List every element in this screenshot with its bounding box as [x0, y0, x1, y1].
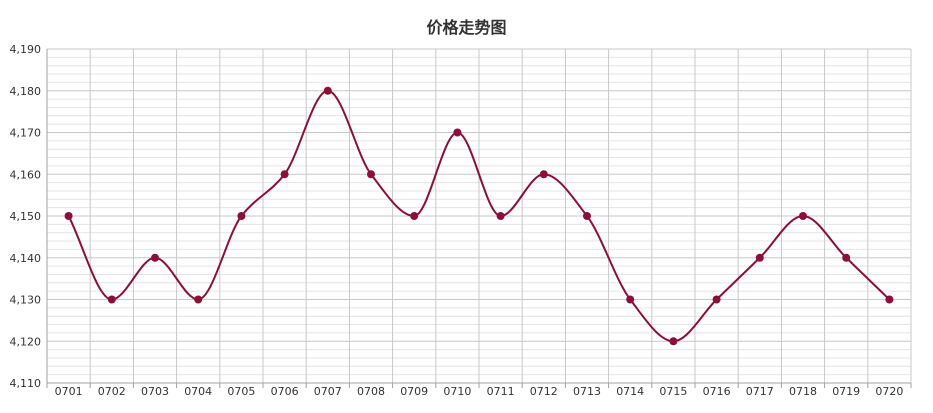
- axes: [46, 49, 912, 388]
- grid-lines: [46, 48, 912, 384]
- data-point: [496, 212, 505, 220]
- data-point: [885, 295, 894, 304]
- series: [64, 86, 894, 346]
- data-point: [323, 86, 332, 95]
- data-point: [669, 337, 678, 346]
- data-point: [107, 295, 116, 304]
- data-point: [194, 295, 203, 304]
- x-tick-label: 0715: [659, 385, 687, 398]
- data-point: [755, 253, 764, 262]
- data-point: [64, 212, 73, 220]
- x-tick-label: 0719: [832, 385, 860, 398]
- x-tick-label: 0713: [573, 385, 601, 398]
- x-tick-label: 0717: [746, 385, 774, 398]
- x-tick-label: 0712: [530, 385, 558, 398]
- x-tick-label: 0707: [314, 385, 342, 398]
- x-tick-label: 0718: [789, 385, 817, 398]
- y-tick-label: 4,110: [10, 377, 42, 390]
- y-tick-label: 4,150: [10, 210, 42, 223]
- chart-title: 价格走势图: [426, 18, 507, 37]
- data-point: [237, 212, 246, 220]
- x-tick-label: 0704: [184, 385, 212, 398]
- y-tick-label: 4,140: [10, 252, 42, 265]
- x-tick-label: 0710: [443, 385, 471, 398]
- x-tick-label: 0702: [98, 385, 126, 398]
- y-tick-label: 4,170: [10, 127, 42, 140]
- x-tick-label: 0706: [271, 385, 299, 398]
- y-tick-label: 4,130: [10, 294, 42, 307]
- x-tick-label: 0708: [357, 385, 385, 398]
- data-point: [151, 253, 159, 262]
- data-point: [539, 170, 548, 179]
- x-tick-label: 0709: [400, 385, 428, 398]
- data-point: [280, 170, 289, 179]
- x-tick-label: 0714: [616, 385, 644, 398]
- data-point: [367, 170, 375, 179]
- x-tick-label: 0705: [227, 385, 255, 398]
- x-tick-label: 0711: [487, 385, 515, 398]
- data-point: [712, 295, 721, 304]
- data-point: [583, 212, 591, 220]
- x-tick-label: 0716: [703, 385, 731, 398]
- data-point: [453, 128, 462, 137]
- x-tick-label: 0701: [55, 385, 83, 398]
- y-tick-label: 4,190: [10, 43, 42, 56]
- x-tick-labels: 0701 0702 0703 0704 0705 0706 0707 0708 0709 0710…: [55, 385, 904, 398]
- x-tick-label: 0720: [875, 385, 903, 398]
- data-point: [626, 295, 635, 304]
- x-tick-label: 0703: [141, 385, 169, 398]
- y-tick-label: 4,160: [10, 168, 42, 181]
- y-tick-label: 4,180: [10, 85, 42, 98]
- data-point: [799, 212, 807, 220]
- y-tick-labels: 4,110 4,120 4,130 4,140 4,150 4,160 4,170 4,180…: [10, 43, 42, 390]
- data-point: [842, 253, 851, 262]
- data-point: [410, 212, 419, 220]
- y-tick-label: 4,120: [10, 335, 42, 348]
